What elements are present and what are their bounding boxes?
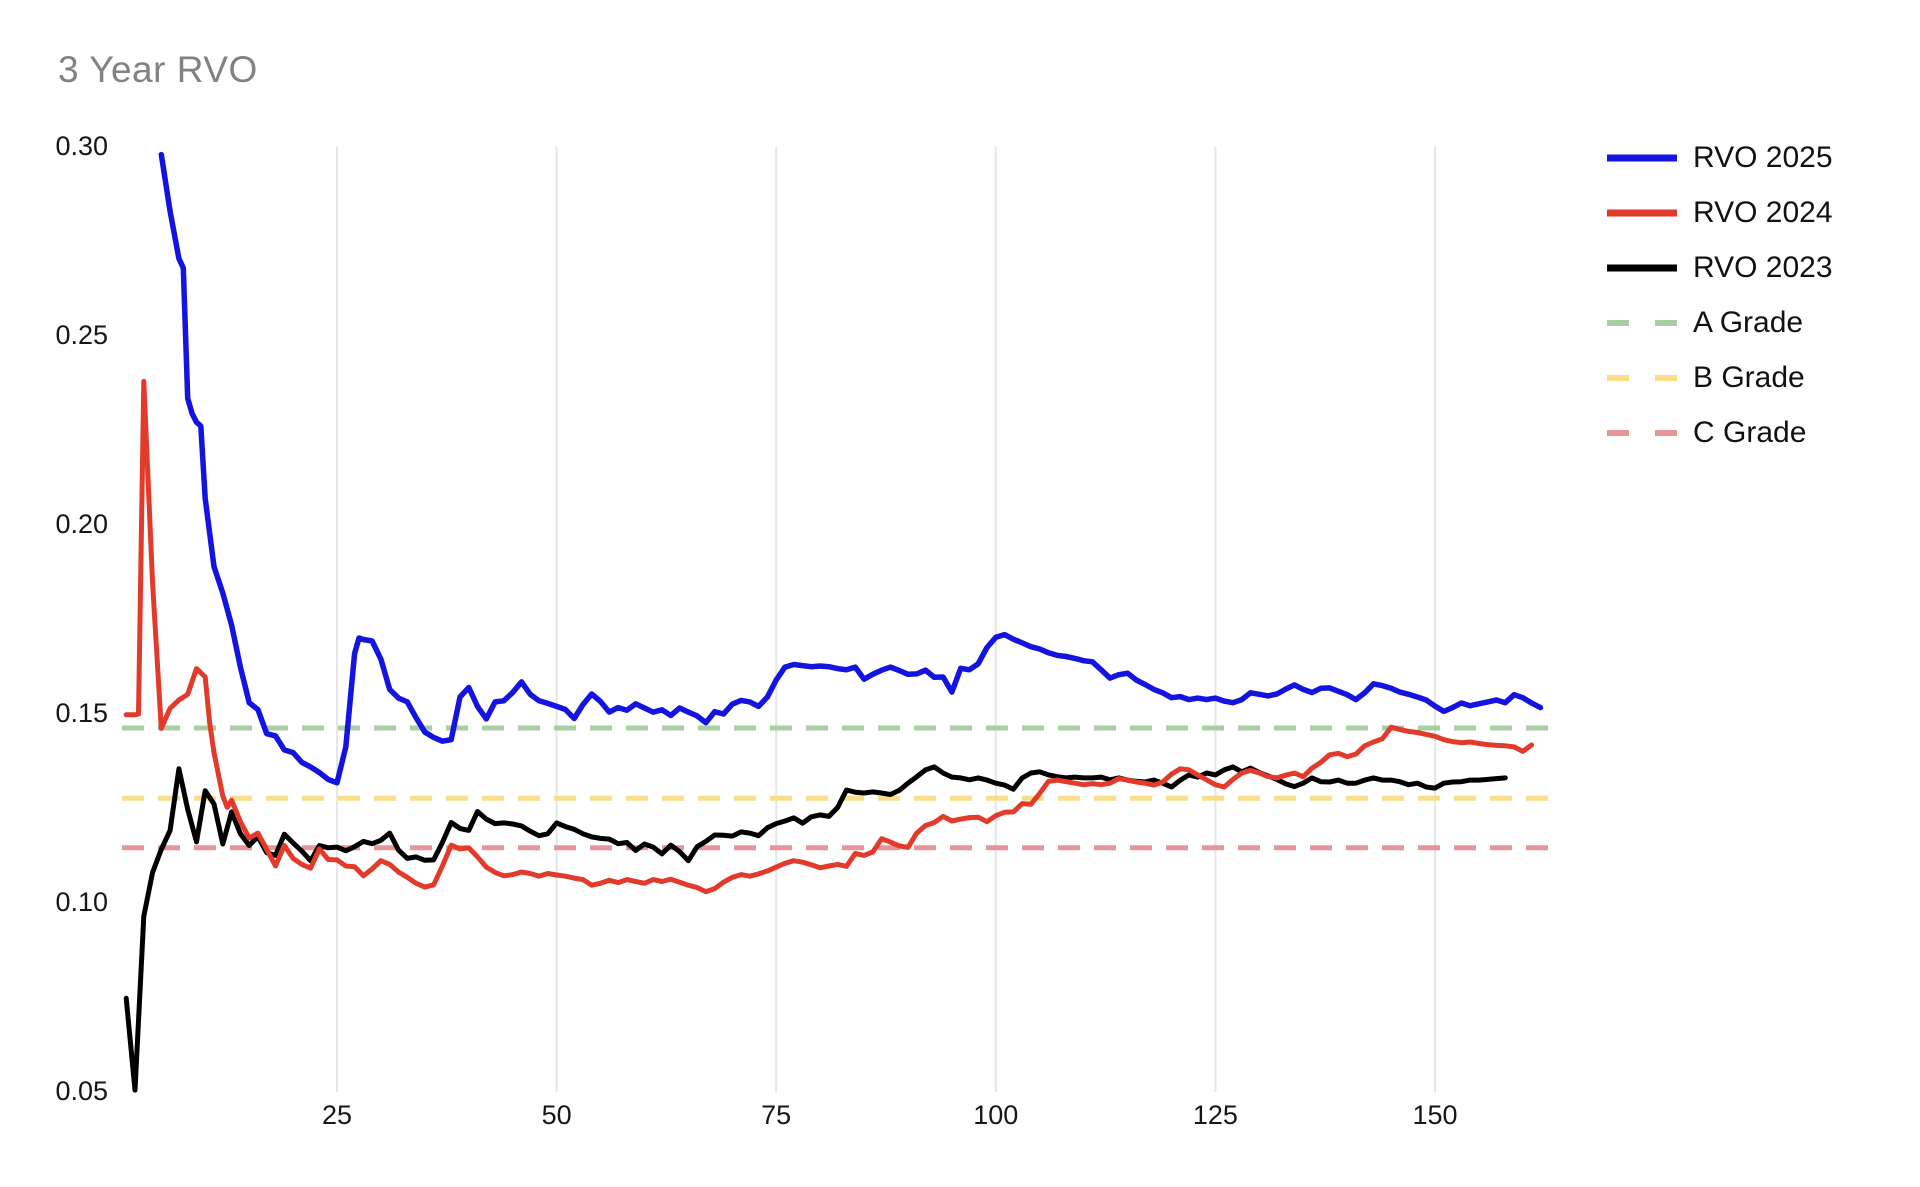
series-lines bbox=[123, 151, 1544, 1093]
legend-label: C Grade bbox=[1693, 415, 1807, 449]
legend-swatch-b-grade bbox=[1607, 374, 1677, 381]
legend-item-a-grade: A Grade bbox=[1607, 295, 1907, 350]
legend-item-rvo-2025: RVO 2025 bbox=[1607, 130, 1907, 185]
series-line-rvo-2024 bbox=[123, 378, 1535, 895]
legend-item-c-grade: C Grade bbox=[1607, 405, 1907, 460]
legend-item-b-grade: B Grade bbox=[1607, 350, 1907, 405]
chart-title: 3 Year RVO bbox=[58, 49, 258, 90]
legend-swatch-c-grade bbox=[1607, 429, 1677, 436]
legend: RVO 2025 RVO 2024 RVO 2023 A Grade B Grade C … bbox=[1607, 130, 1907, 460]
y-tick-label-0.10: 0.10 bbox=[55, 887, 108, 917]
gridlines bbox=[336, 147, 1436, 1092]
y-tick-label-0.20: 0.20 bbox=[55, 509, 108, 539]
legend-label: A Grade bbox=[1693, 305, 1804, 339]
x-tick-label-100: 100 bbox=[973, 1100, 1019, 1130]
legend-label: B Grade bbox=[1693, 360, 1805, 394]
y-tick-label-0.15: 0.15 bbox=[55, 698, 108, 728]
legend-label: RVO 2024 bbox=[1693, 195, 1833, 229]
series-line-rvo-2025 bbox=[158, 151, 1544, 786]
y-tick-label-0.25: 0.25 bbox=[55, 320, 108, 350]
x-tick-label-25: 25 bbox=[321, 1100, 353, 1130]
legend-label: RVO 2025 bbox=[1693, 140, 1833, 174]
x-tick-label-50: 50 bbox=[541, 1100, 572, 1130]
legend-swatch-rvo-2025 bbox=[1607, 154, 1677, 161]
y-tick-label-0.05: 0.05 bbox=[55, 1076, 108, 1106]
legend-swatch-a-grade bbox=[1607, 319, 1677, 326]
legend-label: RVO 2023 bbox=[1693, 250, 1833, 284]
series-line-rvo-2023 bbox=[123, 764, 1508, 1093]
y-tick-label-0.30: 0.30 bbox=[55, 131, 108, 161]
legend-swatch-rvo-2024 bbox=[1607, 209, 1677, 216]
legend-item-rvo-2024: RVO 2024 bbox=[1607, 185, 1907, 240]
x-tick-label-125: 125 bbox=[1192, 1100, 1238, 1130]
legend-item-rvo-2023: RVO 2023 bbox=[1607, 240, 1907, 295]
x-tick-label-150: 150 bbox=[1412, 1100, 1458, 1130]
x-tick-label-75: 75 bbox=[761, 1100, 792, 1130]
legend-swatch-rvo-2023 bbox=[1607, 264, 1677, 271]
